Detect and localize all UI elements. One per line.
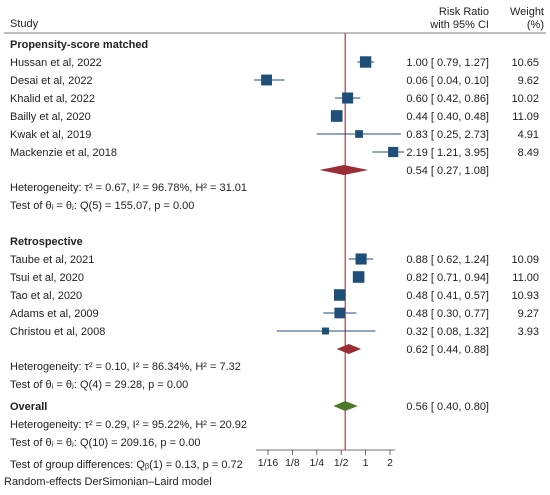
study-0-2-box — [342, 92, 354, 104]
overall-diamond — [333, 401, 358, 411]
group-1-test: Test of θᵢ = θⱼ: Q(4) = 29.28, p = 0.00 — [10, 379, 188, 391]
overall-ci-text: 0.56 [ 0.40, 0.80] — [406, 401, 489, 413]
header-weight-line1: Weight — [510, 6, 544, 18]
x-tick-label-4: 1 — [363, 457, 369, 469]
x-tick-label-3: 1/2 — [334, 457, 349, 469]
group-heading-1: Retrospective — [10, 236, 83, 248]
group-1-heterogeneity: Heterogeneity: τ² = 0.10, I² = 86.34%, H… — [10, 361, 241, 373]
study-0-4-ci-text: 0.83 [ 0.25, 2.73] — [406, 129, 489, 141]
group-0-test: Test of θᵢ = θⱼ: Q(5) = 155.07, p = 0.00 — [10, 200, 194, 212]
x-axis: 1/16 1/8 1/4 1/2 1 2 — [258, 450, 393, 469]
study-1-4-ci-text: 0.32 [ 0.08, 1.32] — [406, 326, 489, 338]
study-1-2-ci-text: 0.48 [ 0.41, 0.57] — [406, 290, 489, 302]
study-1-1-box — [352, 271, 365, 283]
study-0-2-weight: 10.02 — [511, 93, 539, 105]
study-1-0-weight: 10.09 — [511, 254, 539, 266]
study-1-0-label: Taube et al, 2021 — [10, 254, 94, 266]
group-1-diamond — [336, 344, 362, 354]
header-weight-line2: (%) — [527, 19, 544, 31]
study-1-2-weight: 10.93 — [511, 290, 539, 302]
study-0-3-label: Bailly et al, 2020 — [10, 111, 91, 123]
forest-rows: Propensity-score matched Hussan et al, 20… — [10, 39, 539, 471]
overall-heading: Overall — [10, 401, 47, 413]
group-0-pooled-text: 0.54 [ 0.27, 1.08] — [406, 165, 489, 177]
x-tick-label-1: 1/8 — [285, 457, 300, 469]
study-0-1-ci-text: 0.06 [ 0.04, 0.10] — [406, 75, 489, 87]
study-1-3-box — [334, 307, 346, 319]
study-0-3-box — [330, 110, 343, 122]
study-1-2-box — [333, 289, 346, 301]
group-1-pooled-text: 0.62 [ 0.44, 0.88] — [406, 344, 489, 356]
study-1-1-ci-text: 0.82 [ 0.71, 0.94] — [406, 272, 489, 284]
study-0-4-weight: 4.91 — [518, 129, 539, 141]
study-0-3-weight: 11.09 — [512, 111, 539, 123]
study-1-4-box — [322, 327, 329, 335]
study-0-1-label: Desai et al, 2022 — [10, 75, 93, 87]
group-0-heterogeneity: Heterogeneity: τ² = 0.67, I² = 96.78%, H… — [10, 182, 247, 194]
study-1-1-weight: 11.00 — [512, 272, 539, 284]
study-1-2-label: Tao et al, 2020 — [10, 290, 82, 302]
header-study: Study — [10, 18, 39, 30]
group-heading-0: Propensity-score matched — [10, 39, 148, 51]
group-0-diamond — [319, 165, 369, 175]
study-0-5-box — [388, 146, 399, 158]
footnote: Random-effects DerSimonian–Laird model — [4, 476, 212, 488]
overall-test: Test of θᵢ = θⱼ: Q(10) = 209.16, p = 0.0… — [10, 437, 200, 449]
x-tick-label-5: 2 — [387, 457, 393, 469]
column-headers: Study Risk Ratio with 95% CI Weight (%) — [10, 6, 544, 31]
study-0-1-weight: 9.62 — [518, 75, 539, 87]
study-0-1-box — [261, 74, 272, 86]
study-0-2-label: Khalid et al, 2022 — [10, 93, 95, 105]
study-0-0-ci-text: 1.00 [ 0.79, 1.27] — [406, 57, 489, 69]
study-0-4-label: Kwak et al, 2019 — [10, 129, 91, 141]
study-1-1-label: Tsui et al, 2020 — [10, 272, 84, 284]
study-0-3-ci-text: 0.44 [ 0.40, 0.48] — [406, 111, 489, 123]
study-1-3-label: Adams et al, 2009 — [10, 308, 99, 320]
study-0-4-box — [355, 130, 363, 138]
study-1-3-weight: 9.27 — [518, 308, 539, 320]
header-rr-line1: Risk Ratio — [439, 6, 489, 18]
study-0-5-label: Mackenzie et al, 2018 — [10, 147, 117, 159]
x-tick-label-0: 1/16 — [258, 457, 279, 469]
study-0-0-weight: 10.65 — [511, 57, 539, 69]
group-differences-test: Test of group differences: Qᵦ(1) = 0.13,… — [10, 459, 243, 471]
study-1-0-box — [355, 253, 367, 265]
x-tick-label-2: 1/4 — [309, 457, 324, 469]
study-1-0-ci-text: 0.88 [ 0.62, 1.24] — [406, 254, 489, 266]
study-0-2-ci-text: 0.60 [ 0.42, 0.86] — [406, 93, 489, 105]
study-0-0-label: Hussan et al, 2022 — [10, 57, 102, 69]
study-1-4-weight: 3.93 — [518, 326, 539, 338]
study-0-5-weight: 8.49 — [518, 147, 539, 159]
header-rr-line2: with 95% CI — [429, 19, 489, 31]
study-1-4-label: Christou et al, 2008 — [10, 326, 105, 338]
study-0-0-box — [359, 56, 372, 68]
study-1-3-ci-text: 0.48 [ 0.30, 0.77] — [406, 308, 489, 320]
study-0-5-ci-text: 2.19 [ 1.21, 3.95] — [406, 147, 489, 159]
overall-heterogeneity: Heterogeneity: τ² = 0.29, I² = 95.22%, H… — [10, 419, 247, 431]
